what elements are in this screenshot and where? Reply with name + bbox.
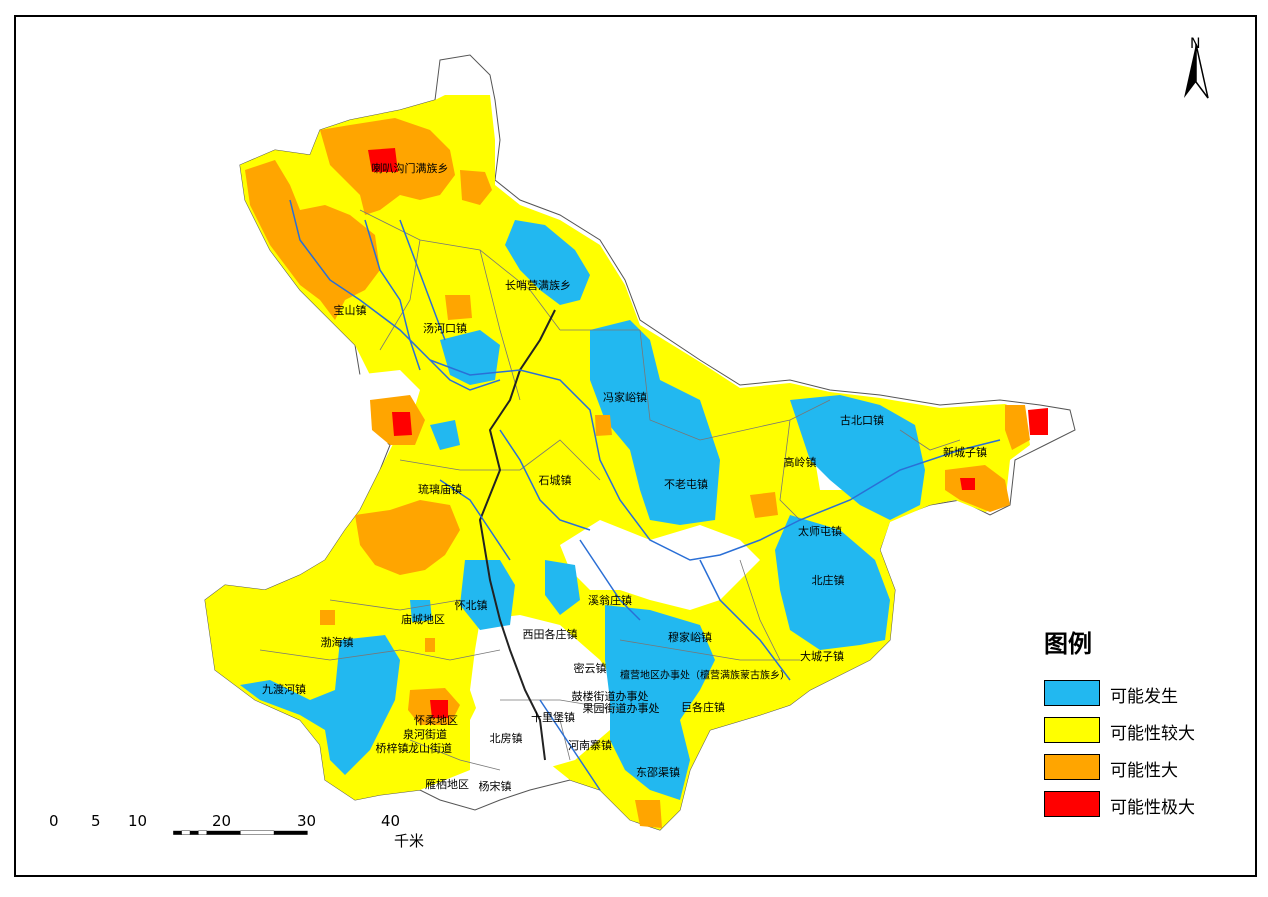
zone-blue <box>775 515 890 650</box>
place-label: 东邵渠镇 <box>636 766 680 779</box>
scale-tick-label: 0 <box>49 812 59 830</box>
zone-blue <box>460 560 515 630</box>
place-label: 穆家峪镇 <box>668 631 712 644</box>
zone-orange <box>595 415 612 436</box>
zone-orange <box>945 465 1010 512</box>
zone-orange <box>750 492 778 518</box>
north-label: N <box>1190 36 1201 52</box>
place-label: 高岭镇 <box>783 456 817 469</box>
legend-label: 可能性大 <box>1110 761 1178 781</box>
zone-blue <box>430 420 460 450</box>
zone-orange <box>445 295 472 320</box>
scale-tick-label: 5 <box>91 812 101 830</box>
place-label: 果园街道办事处 <box>582 702 660 715</box>
place-label: 汤河口镇 <box>423 322 467 335</box>
place-label: 桥梓镇 <box>375 742 409 755</box>
zone-blue <box>440 330 500 385</box>
place-label: 龙山街道 <box>408 742 452 755</box>
place-label: 喇叭沟门满族乡 <box>371 162 449 175</box>
scale-tick-label: 40 <box>381 812 401 830</box>
zone-blue <box>605 605 715 800</box>
zone-blue <box>790 395 925 520</box>
zone-orange <box>320 610 335 625</box>
place-label: 九渡河镇 <box>262 683 306 696</box>
legend-swatch <box>1044 754 1100 780</box>
place-label: 古北口镇 <box>840 414 884 427</box>
zone-orange <box>460 170 492 205</box>
zone-orange <box>355 500 460 575</box>
zone-red <box>960 478 975 490</box>
zone-red <box>430 700 448 718</box>
zone-blue <box>505 220 590 305</box>
legend-label: 可能发生 <box>1110 687 1178 707</box>
place-label: 雁栖地区 <box>425 778 469 791</box>
place-label: 巨各庄镇 <box>681 701 725 714</box>
zone-orange <box>1005 405 1030 450</box>
legend: 图例 可能发生 可能性较大 可能性大 可能性极大 <box>1040 624 1240 818</box>
place-label: 新城子镇 <box>943 446 987 459</box>
rivers <box>289 199 1001 791</box>
zone-blue <box>240 635 400 775</box>
legend-swatch <box>1044 717 1100 743</box>
place-label: 泉河街道 <box>403 728 447 741</box>
place-label: 北房镇 <box>489 732 523 745</box>
zone-red <box>392 412 412 436</box>
place-label: 不老屯镇 <box>664 478 708 491</box>
legend-label: 可能性极大 <box>1110 798 1195 818</box>
zone-red <box>368 148 398 172</box>
legend-swatch <box>1044 791 1100 817</box>
scale-tick-label: 20 <box>212 812 232 830</box>
place-label: 冯家峪镇 <box>603 391 647 404</box>
zone-orange <box>425 638 435 652</box>
zone-blue <box>590 320 720 525</box>
legend-label: 可能性较大 <box>1110 724 1195 744</box>
north-arrow-icon <box>1184 43 1209 99</box>
legend-swatch <box>1044 680 1100 706</box>
scale-tick-label: 10 <box>128 812 148 830</box>
place-label: 长哨营满族乡 <box>505 279 571 292</box>
place-label: 北庄镇 <box>811 574 845 587</box>
place-label: 渤海镇 <box>320 636 354 649</box>
zone-blue <box>545 560 580 615</box>
place-label: 十里堡镇 <box>531 711 575 724</box>
place-label: 宝山镇 <box>333 304 367 317</box>
zone-orange <box>245 160 380 320</box>
scale-tick-label: 30 <box>297 812 317 830</box>
place-label: 檀营地区办事处（檀营满族蒙古族乡） <box>620 670 790 682</box>
township-boundaries <box>259 209 961 771</box>
place-label: 西田各庄镇 <box>522 628 578 641</box>
place-label: 怀柔地区 <box>414 714 458 727</box>
zone-white <box>560 520 760 610</box>
scale-bar <box>173 830 308 835</box>
place-label: 溪翁庄镇 <box>588 594 632 607</box>
scale-unit-label: 千米 <box>394 832 425 850</box>
place-label: 河南寨镇 <box>568 739 612 752</box>
place-label: 琉璃庙镇 <box>418 483 462 496</box>
zone-red <box>1028 408 1048 435</box>
map-frame <box>14 15 1257 877</box>
legend-title: 图例 <box>1044 630 1092 658</box>
place-label: 太师屯镇 <box>798 525 842 538</box>
place-label: 杨宋镇 <box>478 780 512 793</box>
place-label: 怀北镇 <box>454 599 488 612</box>
place-label: 鼓楼街道办事处 <box>571 690 649 703</box>
place-label: 密云镇 <box>573 662 607 675</box>
place-label: 石城镇 <box>538 474 572 487</box>
place-label: 大城子镇 <box>800 650 844 663</box>
place-label: 庙城地区 <box>401 613 445 626</box>
zone-white <box>470 615 620 770</box>
zone-orange <box>635 800 662 828</box>
